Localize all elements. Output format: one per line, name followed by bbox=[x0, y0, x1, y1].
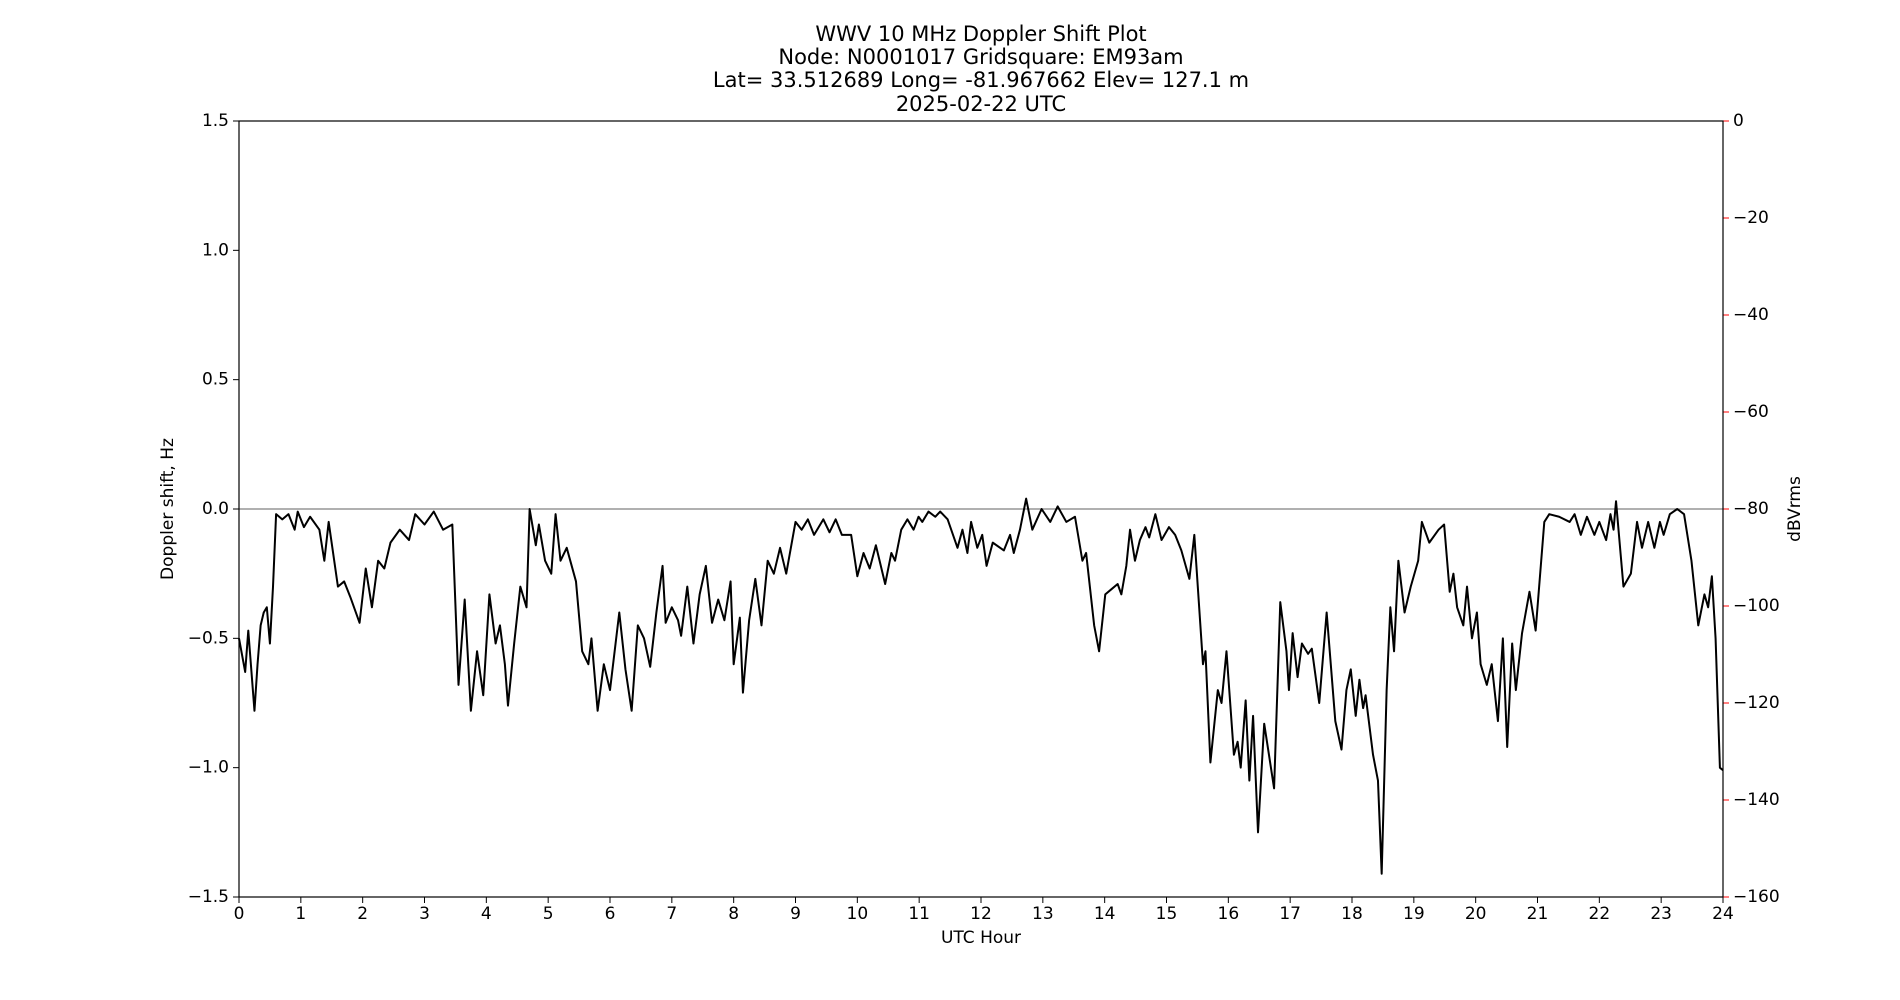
x-tick-label: 8 bbox=[728, 904, 739, 924]
y-tick-label: 1.0 bbox=[202, 240, 229, 260]
y2-tick-label: −120 bbox=[1733, 693, 1780, 713]
chart-subtitle: Node: N0001017 Gridsquare: EM93am bbox=[778, 45, 1183, 69]
x-tick-label: 2 bbox=[357, 904, 368, 924]
x-tick-label: 1 bbox=[295, 904, 306, 924]
chart-title: WWV 10 MHz Doppler Shift Plot bbox=[815, 22, 1146, 46]
x-tick-label: 4 bbox=[481, 904, 492, 924]
x-tick-label: 14 bbox=[1094, 904, 1116, 924]
y-tick-label: 1.5 bbox=[202, 111, 229, 131]
y-tick-label: −0.5 bbox=[188, 628, 229, 648]
x-tick-label: 12 bbox=[970, 904, 992, 924]
y-tick-label: 0.0 bbox=[202, 499, 229, 519]
x-tick-label: 15 bbox=[1156, 904, 1178, 924]
x-tick-label: 10 bbox=[847, 904, 869, 924]
y-axis-label: Doppler shift, Hz bbox=[158, 438, 178, 580]
y2-tick-label: −20 bbox=[1733, 208, 1769, 228]
y2-tick-label: −80 bbox=[1733, 499, 1769, 519]
x-tick-label: 9 bbox=[790, 904, 801, 924]
y2-tick-label: −140 bbox=[1733, 790, 1780, 810]
x-tick-label: 13 bbox=[1032, 904, 1054, 924]
y-tick-label: −1.5 bbox=[188, 887, 229, 907]
x-tick-label: 6 bbox=[605, 904, 616, 924]
x-tick-label: 21 bbox=[1527, 904, 1549, 924]
y2-axis-label: dBVrms bbox=[1785, 476, 1805, 542]
x-tick-label: 3 bbox=[419, 904, 430, 924]
x-tick-label: 23 bbox=[1650, 904, 1672, 924]
y2-tick-label: −40 bbox=[1733, 305, 1769, 325]
x-tick-label: 22 bbox=[1589, 904, 1611, 924]
x-tick-label: 24 bbox=[1712, 904, 1734, 924]
x-tick-label: 18 bbox=[1341, 904, 1363, 924]
x-tick-label: 5 bbox=[543, 904, 554, 924]
x-tick-label: 17 bbox=[1279, 904, 1301, 924]
x-tick-label: 11 bbox=[908, 904, 930, 924]
plot-frame bbox=[238, 120, 1724, 898]
x-tick-label: 16 bbox=[1218, 904, 1240, 924]
y-tick-label: −1.0 bbox=[188, 758, 229, 778]
y-tick-label: 0.5 bbox=[202, 370, 229, 390]
x-tick-label: 0 bbox=[234, 904, 245, 924]
y2-tick-label: −60 bbox=[1733, 402, 1769, 422]
x-tick-label: 20 bbox=[1465, 904, 1487, 924]
y2-tick-label: 0 bbox=[1733, 111, 1744, 131]
x-tick-label: 7 bbox=[666, 904, 677, 924]
x-axis-label: UTC Hour bbox=[941, 928, 1021, 948]
data-line bbox=[238, 497, 1724, 875]
chart-subtitle: Lat= 33.512689 Long= -81.967662 Elev= 12… bbox=[713, 68, 1249, 92]
y2-tick-label: −100 bbox=[1733, 596, 1780, 616]
y2-tick-label: −160 bbox=[1733, 887, 1780, 907]
x-tick-label: 19 bbox=[1403, 904, 1425, 924]
chart-subtitle: 2025-02-22 UTC bbox=[896, 92, 1066, 116]
